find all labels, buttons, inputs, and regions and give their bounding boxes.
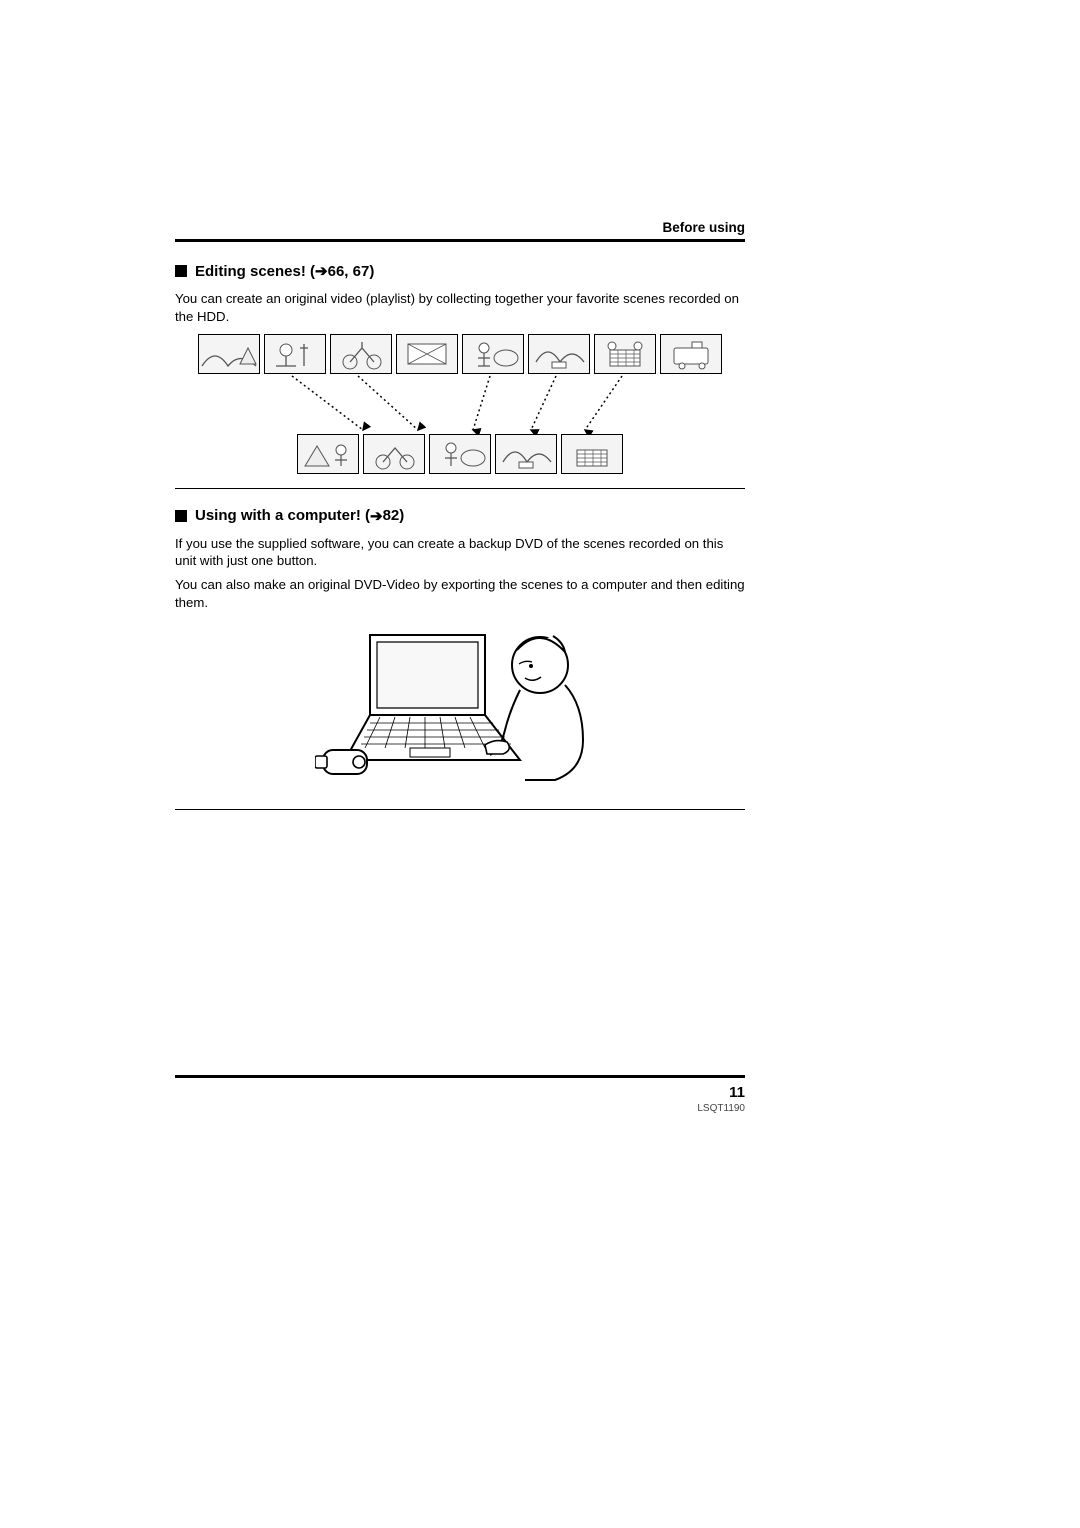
page-content: Before using Editing scenes! ( ➔ 66, 67)… [175,220,745,828]
section-heading: Using with a computer! ( ➔ 82) [175,507,745,525]
thumb-top-7 [594,334,656,374]
thumb-top-5 [462,334,524,374]
arrow-svg [193,374,728,434]
playlist-diagram [193,334,728,474]
playlist-top-row [193,334,728,374]
section-using-computer: Using with a computer! ( ➔ 82) If you us… [175,507,745,810]
thumb-top-3 [330,334,392,374]
thumb-top-6 [528,334,590,374]
arrow-icon: ➔ [370,507,383,525]
playlist-bottom-row [193,434,728,474]
section-divider [175,809,745,810]
header-rule [175,239,745,242]
thumb-bottom-3 [429,434,491,474]
section-label: Before using [175,220,745,235]
figure-playlist [175,334,745,474]
heading-text-prefix: Using with a computer! ( [195,507,370,524]
document-id: LSQT1190 [175,1103,745,1114]
header-area: Before using [175,220,745,242]
section-body: You can create an original video (playli… [175,290,745,326]
bullet-icon [175,510,187,522]
computer-illustration [315,620,605,795]
bullet-icon [175,265,187,277]
heading-text-refs: 66, 67) [328,263,375,280]
thumb-bottom-4 [495,434,557,474]
figure-computer [175,620,745,795]
footer-rule [175,1075,745,1078]
heading-text-refs: 82) [383,507,405,524]
page-number: 11 [175,1084,745,1101]
thumb-top-2 [264,334,326,374]
page-footer: 11 LSQT1190 [175,1075,745,1114]
thumb-bottom-1 [297,434,359,474]
heading-text-prefix: Editing scenes! ( [195,263,315,280]
playlist-arrows [193,374,728,434]
section-body-line2: You can also make an original DVD-Video … [175,576,745,612]
arrow-icon: ➔ [315,262,328,280]
thumb-top-8 [660,334,722,374]
section-divider [175,488,745,489]
section-editing-scenes: Editing scenes! ( ➔ 66, 67) You can crea… [175,262,745,489]
thumb-bottom-2 [363,434,425,474]
thumb-top-1 [198,334,260,374]
thumb-top-4 [396,334,458,374]
section-body-line1: If you use the supplied software, you ca… [175,535,745,571]
thumb-bottom-5 [561,434,623,474]
section-heading: Editing scenes! ( ➔ 66, 67) [175,262,745,280]
